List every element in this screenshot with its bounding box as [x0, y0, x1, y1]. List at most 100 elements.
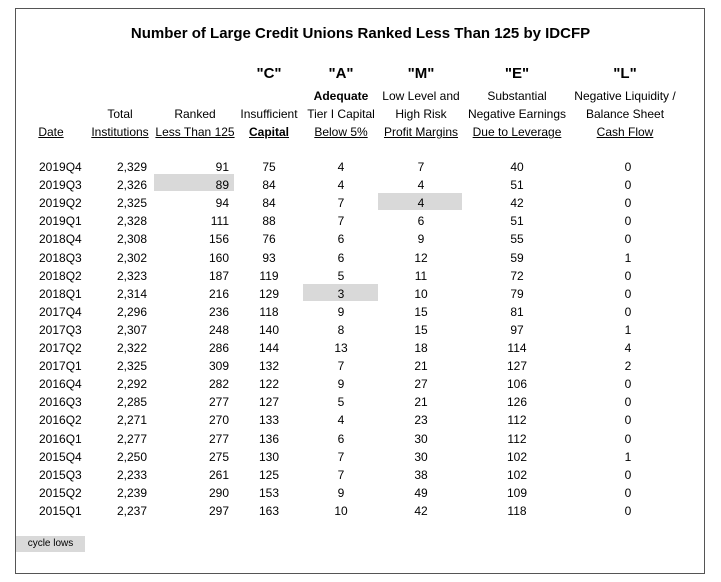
cell-l: 0: [624, 232, 632, 247]
cell-date: 2019Q2: [39, 196, 82, 211]
cell-l: 1: [624, 322, 632, 337]
cell-m: 9: [417, 232, 425, 247]
cell-c: 76: [262, 232, 276, 247]
cell-l: 0: [624, 431, 632, 446]
legend-cycle-lows: cycle lows: [16, 536, 85, 552]
cell-e: 81: [510, 304, 524, 319]
cell-a: 6: [337, 232, 345, 247]
cell-date: 2017Q3: [39, 322, 82, 337]
cell-a: 9: [337, 377, 345, 392]
cell-c: 75: [262, 160, 276, 174]
letter-c: "C": [256, 65, 282, 82]
cell-ranked: 277: [208, 431, 229, 446]
cell-l: 0: [624, 467, 632, 482]
cell-c: 144: [258, 341, 280, 355]
cell-total: 2,271: [116, 413, 147, 428]
cell-a: 13: [334, 341, 348, 355]
header-date: Date: [38, 125, 64, 139]
header-m-line2: High Risk: [395, 107, 447, 121]
cell-c: 93: [262, 250, 276, 265]
cell-total: 2,239: [116, 485, 147, 500]
cell-date: 2019Q3: [39, 178, 82, 193]
cell-date: 2018Q4: [39, 232, 82, 247]
cell-e: 97: [510, 322, 524, 337]
cell-date: 2017Q4: [39, 304, 82, 319]
cell-m: 15: [414, 304, 428, 319]
cell-e: 106: [506, 377, 528, 392]
cell-l: 2: [624, 359, 632, 374]
header-l-line2: Balance Sheet: [585, 107, 665, 121]
cell-m: 12: [414, 250, 428, 265]
letter-l: "L": [613, 65, 637, 82]
cell-total: 2,328: [116, 214, 147, 229]
cell-e: 40: [510, 160, 524, 174]
cell-total: 2,326: [116, 178, 147, 193]
cell-l: 1: [624, 449, 632, 464]
header-m-line3: Profit Margins: [383, 125, 459, 139]
cell-m: 30: [414, 431, 428, 446]
cycle-low-highlight-m: [378, 193, 462, 210]
cell-total: 2,277: [116, 431, 147, 446]
letter-a: "A": [328, 65, 354, 82]
cell-m: 10: [414, 286, 428, 301]
cell-ranked: 187: [208, 268, 229, 283]
cell-m: 21: [414, 395, 428, 410]
cell-e: 72: [510, 268, 524, 283]
cell-ranked: 275: [208, 449, 229, 464]
cell-ranked: 290: [208, 485, 229, 500]
cycle-low-highlight-ranked: [154, 174, 234, 191]
cell-a: 3: [337, 286, 345, 301]
cell-total: 2,329: [116, 160, 147, 174]
cell-c: 153: [258, 485, 280, 500]
cell-c: 118: [259, 304, 279, 319]
cell-c: 122: [258, 377, 280, 392]
cell-m: 42: [414, 503, 428, 518]
cell-c: 127: [258, 395, 280, 410]
cell-total: 2,307: [116, 322, 147, 337]
cell-total: 2,296: [116, 304, 147, 319]
cell-c: 84: [262, 196, 276, 211]
cell-a: 7: [337, 467, 345, 482]
cell-total: 2,233: [116, 467, 147, 482]
cell-e: 55: [510, 232, 524, 247]
cell-m: 6: [417, 214, 425, 229]
cell-a: 5: [337, 395, 345, 410]
cell-c: 84: [262, 178, 276, 193]
cell-total: 2,237: [116, 503, 147, 518]
cell-date: 2015Q4: [39, 449, 82, 464]
cell-a: 7: [337, 214, 345, 229]
table-title: Number of Large Credit Unions Ranked Les…: [130, 25, 591, 42]
cell-date: 2017Q2: [39, 341, 82, 355]
cell-c: 88: [262, 214, 276, 229]
cell-e: 127: [506, 359, 528, 374]
cell-l: 0: [624, 286, 632, 301]
cell-total: 2,314: [116, 286, 147, 301]
cell-ranked: 297: [208, 503, 229, 518]
cell-l: 0: [624, 178, 632, 193]
cell-a: 7: [337, 359, 345, 374]
cell-c: 132: [258, 359, 280, 374]
cell-l: 0: [624, 196, 632, 211]
cell-m: 4: [417, 178, 425, 193]
cell-c: 125: [258, 467, 280, 482]
cell-ranked: 216: [208, 286, 229, 301]
header-l-line3: Cash Flow: [596, 125, 654, 139]
cell-total: 2,325: [116, 196, 147, 211]
cell-m: 21: [414, 359, 428, 374]
cell-a: 6: [337, 250, 345, 265]
cell-total: 2,325: [116, 359, 147, 374]
cell-date: 2018Q1: [39, 286, 82, 301]
header-total-line2: Institutions: [91, 125, 149, 139]
cell-total: 2,302: [116, 250, 147, 265]
cell-e: 126: [506, 395, 528, 410]
letter-e: "E": [504, 65, 530, 82]
cell-l: 0: [624, 485, 632, 500]
header-c-line1: Insufficient: [240, 107, 298, 121]
cell-date: 2015Q3: [39, 467, 82, 482]
cell-ranked: 94: [215, 196, 229, 211]
cell-e: 79: [510, 286, 524, 301]
cell-e: 59: [510, 250, 524, 265]
cell-total: 2,292: [116, 377, 147, 392]
table-frame: [15, 8, 705, 574]
cell-m: 49: [414, 485, 428, 500]
